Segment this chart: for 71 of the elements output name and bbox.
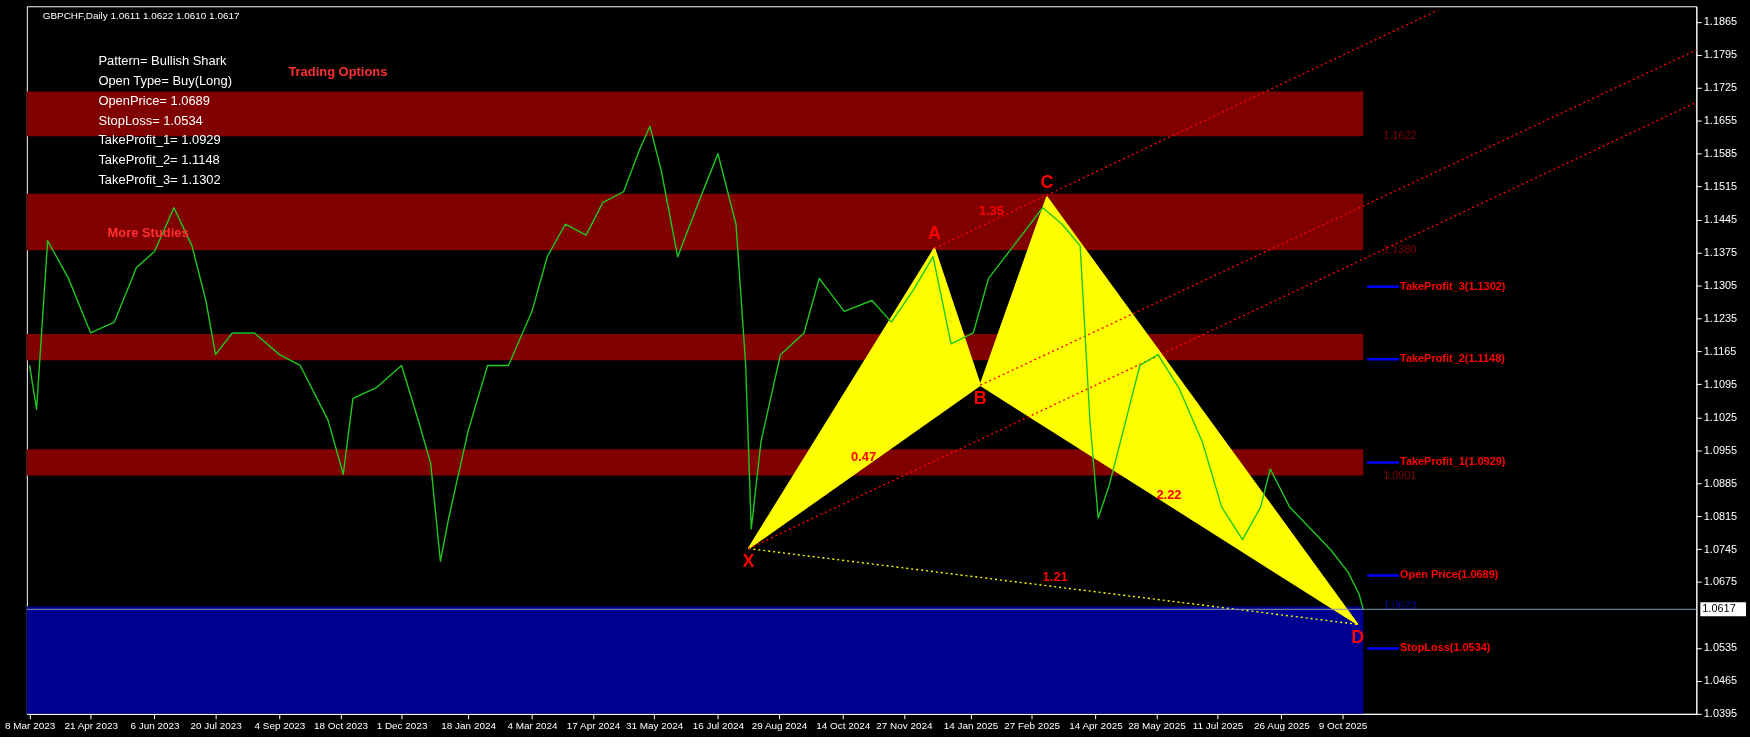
band-label: 1.1622: [1383, 129, 1417, 142]
x-tick-label: 27 Feb 2025: [1004, 720, 1061, 732]
y-tick-label: 1.1725: [1703, 81, 1738, 94]
x-tick-label: 6 Jun 2023: [130, 720, 181, 732]
ref-line-label: TakeProfit_1(1.0929): [1400, 455, 1506, 468]
ref-line-label: StopLoss(1.0534): [1400, 641, 1491, 654]
y-tick-label: 1.0675: [1703, 575, 1738, 588]
y-tick-label: 1.1095: [1703, 377, 1738, 390]
band-label: 1.0623: [1383, 599, 1417, 612]
y-tick-label: 1.1445: [1703, 213, 1738, 226]
annotation: 1.35: [978, 203, 1004, 219]
annotation: Trading Options: [288, 63, 388, 79]
annotation: A: [927, 223, 941, 244]
y-tick-label: 1.0955: [1703, 443, 1738, 456]
x-tick-label: 8 Mar 2023: [5, 720, 56, 732]
annotation: TakeProfit_1= 1.0929: [98, 132, 221, 148]
ref-line-label: TakeProfit_3(1.1302): [1400, 279, 1506, 292]
ref-line-label: Open Price(1.0689): [1400, 568, 1499, 581]
y-tick-label: 1.0885: [1703, 476, 1738, 489]
x-tick-label: 16 Jul 2024: [692, 720, 745, 732]
x-tick-label: 21 Apr 2023: [64, 720, 119, 732]
annotation: OpenPrice= 1.0689: [98, 92, 210, 108]
annotation: 2.22: [1156, 486, 1182, 502]
y-tick-label: 1.1165: [1703, 344, 1737, 357]
ref-line-label: TakeProfit_2(1.1148): [1400, 352, 1506, 365]
annotation: Open Type= Buy(Long): [98, 72, 232, 88]
x-tick-label: 4 Mar 2024: [507, 720, 559, 732]
y-tick-label: 1.0535: [1703, 641, 1738, 654]
x-tick-label: 31 May 2024: [625, 720, 684, 732]
y-tick-label: 1.0815: [1703, 509, 1738, 522]
x-tick-label: 18 Jan 2024: [441, 720, 497, 732]
annotation: C: [1040, 171, 1054, 192]
annotation: TakeProfit_3= 1.1302: [98, 172, 221, 188]
y-tick-label: 1.1515: [1703, 180, 1738, 193]
annotation: B: [973, 388, 987, 409]
band-label: 1.0901: [1383, 468, 1417, 481]
x-tick-label: 11 Jul 2025: [1192, 720, 1244, 732]
x-tick-label: 17 Apr 2024: [566, 720, 621, 732]
x-tick-label: 1 Dec 2023: [376, 720, 428, 732]
x-tick-label: 28 May 2025: [1128, 720, 1187, 732]
annotation: 1.21: [1042, 568, 1068, 584]
x-tick-label: 14 Apr 2025: [1069, 720, 1124, 732]
x-tick-label: 29 Aug 2024: [751, 720, 808, 732]
y-tick-label: 1.1865: [1703, 15, 1738, 28]
x-tick-label: 4 Sep 2023: [254, 720, 306, 732]
band-label: 1.1380: [1383, 243, 1417, 256]
chart-title: GBPCHF,Daily 1.0611 1.0622 1.0610 1.0617: [42, 10, 240, 22]
annotation: TakeProfit_2= 1.1148: [98, 152, 220, 168]
ref-line-label: 1.0617: [1702, 602, 1736, 615]
y-tick-label: 1.0395: [1703, 707, 1738, 720]
annotation: X: [742, 551, 755, 572]
y-tick-label: 1.1375: [1703, 245, 1738, 258]
x-tick-label: 9 Oct 2025: [1318, 720, 1368, 732]
x-tick-label: 18 Oct 2023: [313, 720, 369, 732]
x-tick-label: 14 Jan 2025: [943, 720, 999, 732]
annotation: StopLoss= 1.0534: [98, 112, 203, 128]
x-tick-label: 26 Aug 2025: [1254, 720, 1311, 732]
x-tick-label: 14 Oct 2024: [816, 720, 871, 732]
y-tick-label: 1.1305: [1703, 278, 1738, 291]
y-tick-label: 1.1795: [1703, 48, 1738, 61]
annotation: 0.47: [851, 448, 877, 464]
y-tick-label: 1.1235: [1703, 311, 1738, 324]
y-tick-label: 1.1025: [1703, 410, 1738, 423]
x-tick-label: 20 Jul 2023: [190, 720, 243, 732]
y-tick-label: 1.0465: [1703, 674, 1738, 687]
x-tick-label: 27 Nov 2024: [876, 720, 934, 732]
y-tick-label: 1.1655: [1703, 114, 1738, 127]
annotation: Pattern= Bullish Shark: [98, 52, 227, 68]
annotation: D: [1351, 627, 1365, 648]
y-tick-label: 1.1585: [1703, 147, 1738, 160]
y-tick-label: 1.0745: [1703, 542, 1738, 555]
